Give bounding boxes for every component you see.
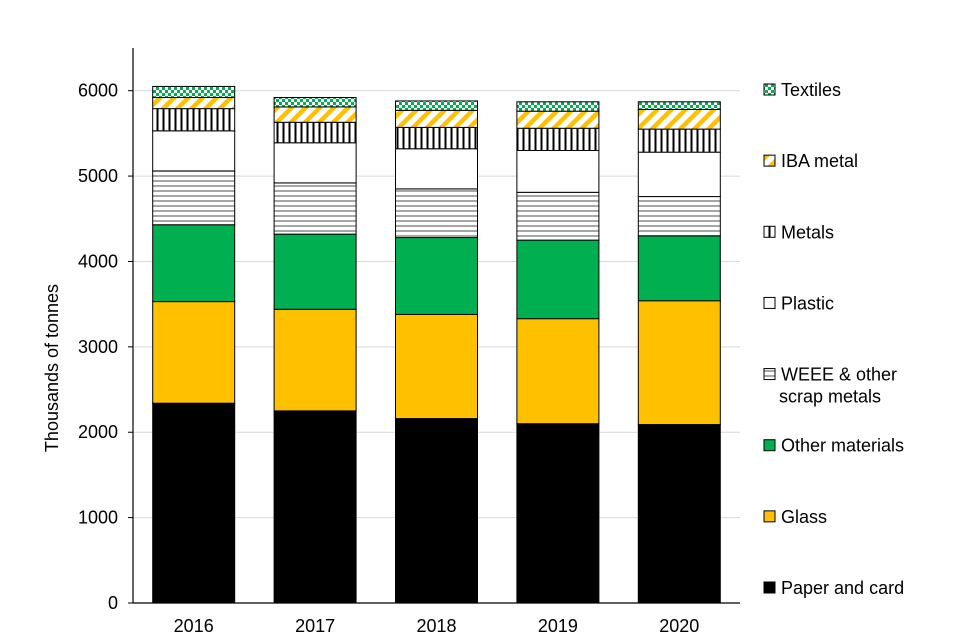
bar-paper-and-card-2019 [516,423,600,604]
legend-label-weee-other-scrap-metals: WEEE & other [781,365,897,385]
y-axis-title: Thousands of tonnes [42,284,62,452]
legend-swatch-iba-metal [763,154,776,167]
bar-metals-2016 [152,108,236,132]
bar-other-materials-2016 [152,224,236,303]
bar-metals-2017 [273,121,357,144]
legend-label-paper-and-card: Paper and card [781,578,904,598]
x-tick-label: 2020 [659,616,699,636]
x-tick-label: 2019 [538,616,578,636]
bar-glass-2019 [516,318,600,425]
bar-plastic-2016 [152,130,236,172]
bar-textiles-2019 [516,101,600,112]
bars [152,85,721,604]
bar-textiles-2020 [637,101,721,110]
bar-glass-2018 [395,313,478,420]
bar-weee-other-scrap-metals-2019 [516,191,600,241]
bar-iba-metal-2020 [637,108,721,130]
legend-label-weee-other-scrap-metals-line2: scrap metals [779,387,881,407]
bar-other-materials-2019 [516,239,600,320]
bar-iba-metal-2017 [273,106,357,123]
bar-other-materials-2020 [637,235,721,302]
bar-textiles-2017 [273,97,357,108]
bar-plastic-2020 [637,151,721,198]
x-tick-label: 2017 [295,616,335,636]
bar-textiles-2016 [152,85,236,99]
y-tick-label: 2000 [78,422,118,442]
legend-swatch-other-materials [763,439,776,452]
bar-weee-other-scrap-metals-2016 [152,170,236,226]
y-tick-label: 1000 [78,508,118,528]
legend-swatch-weee-other-scrap-metals [763,368,776,381]
bar-paper-and-card-2018 [395,418,478,604]
bar-glass-2020 [637,300,721,426]
y-tick-label: 6000 [78,81,118,101]
x-axis-ticks: 2016 2017 2018 2019 2020 [174,616,700,636]
legend-label-glass: Glass [781,507,827,527]
bar-glass-2016 [152,301,236,404]
y-tick-label: 3000 [78,337,118,357]
x-tick-label: 2016 [174,616,214,636]
x-tick-label: 2018 [416,616,456,636]
bar-other-materials-2018 [395,237,478,315]
y-tick-label: 0 [108,593,118,613]
axes [132,48,740,604]
y-tick-label: 4000 [78,251,118,271]
y-axis-ticks: 0 1000 2000 3000 4000 5000 6000 [78,81,133,613]
legend-label-textiles: Textiles [781,80,841,100]
legend-label-iba-metal: IBA metal [781,151,858,171]
bar-iba-metal-2019 [516,110,600,129]
legend-swatch-glass [763,510,776,523]
bar-weee-other-scrap-metals-2017 [273,182,357,235]
legend-label-plastic: Plastic [781,293,834,313]
bar-paper-and-card-2020 [637,424,721,604]
bar-iba-metal-2016 [152,97,236,110]
bar-weee-other-scrap-metals-2018 [395,188,478,239]
bar-other-materials-2017 [273,233,357,310]
bar-metals-2019 [516,127,600,151]
legend-swatch-metals [763,225,776,238]
bar-textiles-2018 [395,100,478,111]
legend-swatch-paper-and-card [763,581,776,594]
bar-metals-2018 [395,126,478,150]
bar-glass-2017 [273,308,357,412]
legend: Textiles IBA metal Metals Plastic WEEE & oth… [763,80,904,598]
bar-paper-and-card-2016 [152,402,236,604]
bar-plastic-2017 [273,142,357,184]
bar-weee-other-scrap-metals-2020 [637,196,721,237]
legend-swatch-plastic [763,296,776,309]
bar-metals-2020 [637,128,721,153]
legend-label-other-materials: Other materials [781,436,904,456]
bar-paper-and-card-2017 [273,410,357,604]
bar-plastic-2018 [395,148,478,190]
y-tick-label: 5000 [78,166,118,186]
bar-iba-metal-2018 [395,109,478,128]
legend-swatch-textiles [763,83,776,96]
legend-label-metals: Metals [781,222,834,242]
bar-plastic-2019 [516,149,600,193]
